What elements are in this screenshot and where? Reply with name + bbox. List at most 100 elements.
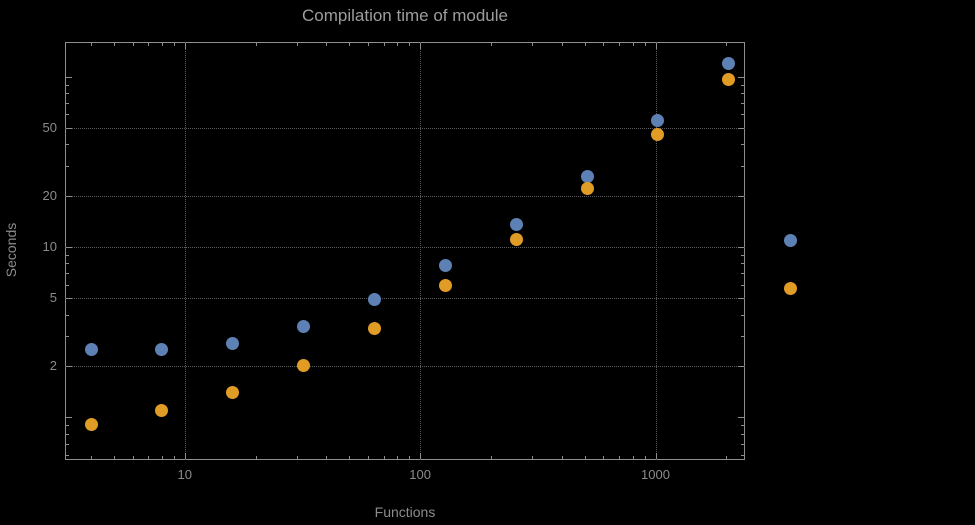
data-point	[84, 342, 98, 356]
data-point	[226, 385, 240, 399]
tick-mark	[490, 456, 492, 459]
tick-mark	[741, 335, 744, 337]
tick-mark	[741, 454, 744, 456]
tick-mark	[66, 424, 69, 426]
tick-mark	[738, 127, 744, 129]
tick-mark	[644, 43, 646, 46]
tick-mark	[113, 43, 115, 46]
tick-mark	[397, 43, 399, 46]
data-point	[155, 342, 169, 356]
tick-mark	[66, 263, 69, 265]
tick-mark	[741, 273, 744, 275]
data-point	[651, 127, 665, 141]
tick-mark	[584, 456, 586, 459]
tick-mark	[726, 43, 728, 46]
gridline-horizontal	[65, 127, 745, 129]
tick-mark	[349, 456, 351, 459]
tick-mark	[66, 144, 69, 146]
tick-mark	[349, 43, 351, 46]
data-point	[84, 418, 98, 432]
tick-mark	[255, 456, 257, 459]
tick-mark	[66, 454, 69, 456]
data-point	[155, 403, 169, 417]
tick-mark	[619, 43, 621, 46]
tick-mark	[66, 433, 69, 435]
gridline-vertical	[420, 42, 422, 460]
tick-mark	[738, 298, 744, 300]
tick-mark	[741, 263, 744, 265]
tick-mark	[66, 84, 69, 86]
tick-mark	[741, 254, 744, 256]
tick-mark	[532, 43, 534, 46]
tick-mark	[741, 84, 744, 86]
gridline-horizontal	[65, 365, 745, 367]
tick-mark	[66, 284, 69, 286]
tick-mark	[584, 43, 586, 46]
tick-mark	[66, 365, 72, 367]
tick-mark	[184, 453, 186, 459]
tick-mark	[66, 103, 69, 105]
tick-mark	[561, 456, 563, 459]
data-point	[226, 337, 240, 351]
tick-mark	[66, 165, 69, 167]
x-axis-label: Functions	[374, 504, 436, 520]
y-tick-label: 10	[42, 238, 57, 254]
tick-mark	[173, 43, 175, 46]
data-point	[367, 293, 381, 307]
tick-mark	[148, 43, 150, 46]
tick-mark	[655, 43, 657, 49]
data-point	[580, 169, 594, 183]
chart-title: Compilation time of module	[302, 6, 508, 25]
tick-mark	[255, 43, 257, 46]
tick-mark	[741, 433, 744, 435]
tick-mark	[420, 453, 422, 459]
tick-mark	[383, 43, 385, 46]
tick-mark	[644, 456, 646, 459]
tick-mark	[132, 43, 134, 46]
tick-mark	[619, 456, 621, 459]
tick-mark	[367, 456, 369, 459]
tick-mark	[738, 246, 744, 248]
tick-mark	[420, 43, 422, 49]
tick-mark	[738, 365, 744, 367]
tick-mark	[66, 335, 69, 337]
tick-mark	[184, 43, 186, 49]
y-tick-label: 2	[49, 357, 57, 373]
tick-mark	[632, 456, 634, 459]
tick-mark	[297, 43, 299, 46]
tick-mark	[66, 298, 72, 300]
data-point	[297, 359, 311, 373]
tick-mark	[741, 424, 744, 426]
tick-mark	[741, 443, 744, 445]
tick-mark	[397, 456, 399, 459]
tick-mark	[91, 43, 93, 46]
tick-mark	[726, 456, 728, 459]
y-tick-label: 20	[42, 187, 57, 203]
tick-mark	[173, 456, 175, 459]
tick-mark	[66, 93, 69, 95]
tick-mark	[66, 246, 72, 248]
tick-mark	[561, 43, 563, 46]
tick-mark	[741, 144, 744, 146]
tick-mark	[91, 456, 93, 459]
data-point	[580, 182, 594, 196]
data-point	[509, 233, 523, 247]
tick-mark	[741, 165, 744, 167]
data-point	[367, 322, 381, 336]
tick-mark	[741, 284, 744, 286]
data-point	[651, 114, 665, 128]
tick-mark	[66, 443, 69, 445]
data-point	[438, 258, 452, 272]
data-point	[297, 320, 311, 334]
tick-mark	[148, 456, 150, 459]
y-tick-label: 5	[49, 290, 57, 306]
gridline-horizontal	[65, 298, 745, 300]
data-point	[722, 56, 736, 70]
tick-mark	[326, 43, 328, 46]
data-point	[438, 279, 452, 293]
tick-mark	[132, 456, 134, 459]
tick-mark	[490, 43, 492, 46]
tick-mark	[738, 195, 744, 197]
data-point	[509, 218, 523, 232]
